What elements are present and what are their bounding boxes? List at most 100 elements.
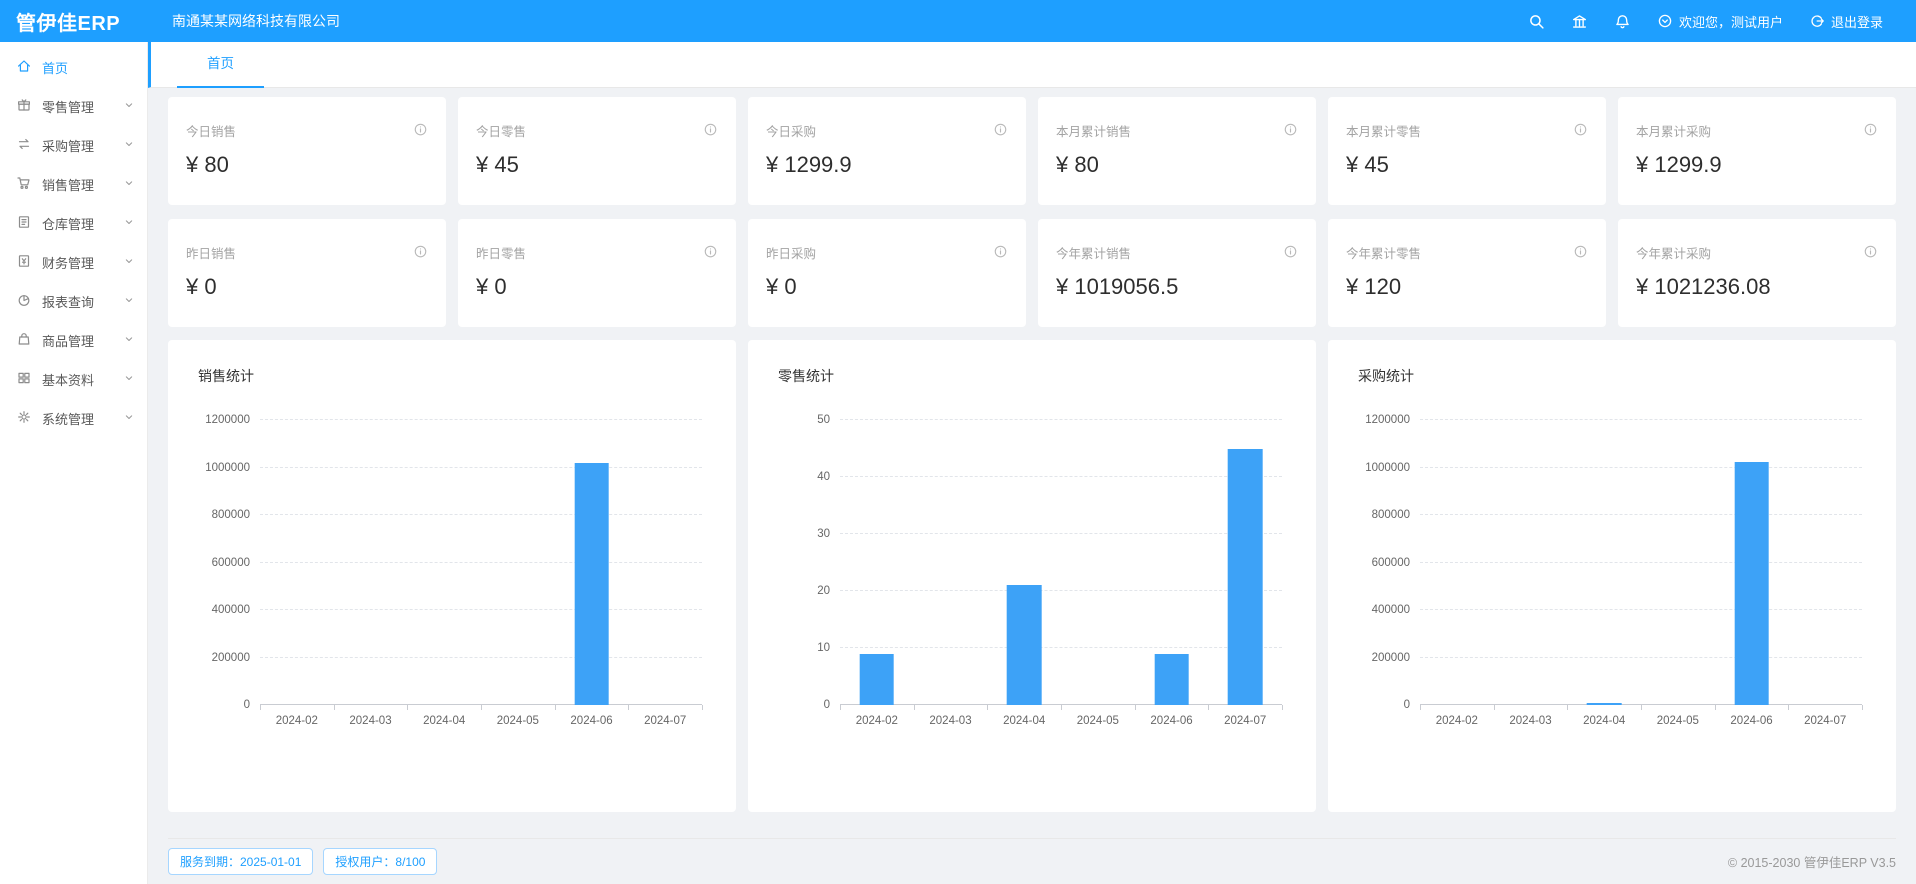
sidebar-item-label: 商品管理 <box>42 334 95 349</box>
stat-card-value: ¥ 0 <box>766 274 797 299</box>
x-axis-label: 2024-06 <box>1730 715 1773 727</box>
welcome-user[interactable]: 欢迎您，测试用户 <box>1644 0 1796 42</box>
x-axis-label: 2024-04 <box>423 715 466 727</box>
copyright: © 2015-2030 管伊佳ERP V3.5 <box>1727 856 1896 870</box>
info-icon[interactable] <box>413 122 428 140</box>
sidebar: 首页 零售管理采购管理销售管理仓库管理 财务管理 报表查询商品管理基本资料 系统管理 <box>0 42 148 884</box>
app-logo[interactable]: 管伊佳ERP <box>16 12 121 35</box>
info-icon[interactable] <box>703 244 718 262</box>
sidebar-item-label: 销售管理 <box>42 178 95 193</box>
stat-card-label: 本月累计销售 <box>1056 125 1132 139</box>
bars: 2024-02 2024-03 2024-04 2024-05 2024-06 2024-… <box>260 420 702 727</box>
chevron-down-icon <box>123 333 135 348</box>
gridline: 200000 <box>1372 652 1862 664</box>
stat-card: 本月累计零售 ¥ 45 <box>1328 97 1606 205</box>
stat-card: 本月累计采购 ¥ 1299.9 <box>1618 97 1896 205</box>
x-axis-label: 2024-05 <box>1076 715 1119 727</box>
sidebar-item-goods[interactable]: 商品管理 <box>0 321 147 360</box>
x-axis-label: 2024-07 <box>1224 715 1267 727</box>
chevron-down-icon <box>123 255 135 270</box>
chart-panel: 销售统计 0 200000 400000 600000 800000 1000000 1200… <box>168 340 736 812</box>
axis-tick <box>702 705 703 710</box>
axis-tick <box>1493 705 1495 710</box>
y-axis-label: 1000000 <box>1365 461 1410 474</box>
gridline: 1200000 <box>1365 414 1862 426</box>
info-icon[interactable] <box>1283 244 1298 262</box>
y-axis-label: 800000 <box>211 509 250 521</box>
info-icon[interactable] <box>1863 122 1878 140</box>
stat-card: 今年累计采购 ¥ 1021236.08 <box>1618 219 1896 327</box>
search-icon[interactable] <box>1515 0 1558 42</box>
bar-slot: 2024-04 <box>987 420 1061 727</box>
bar <box>1734 462 1769 705</box>
sidebar-item-retail[interactable]: 零售管理 <box>0 87 147 126</box>
sidebar-item-report[interactable]: 报表查询 <box>0 282 147 321</box>
info-icon[interactable] <box>993 122 1008 140</box>
topbar-right: 欢迎您，测试用户 退出登录 <box>1515 0 1916 42</box>
info-icon[interactable] <box>993 244 1008 262</box>
y-axis-label: 400000 <box>1371 604 1410 616</box>
axis-tick <box>1282 705 1283 710</box>
gridline: 400000 <box>1372 604 1862 616</box>
gridline: 600000 <box>212 557 702 569</box>
axis-tick <box>628 705 630 710</box>
bar <box>1227 448 1263 705</box>
sidebar-item-finance[interactable]: 财务管理 <box>0 243 147 282</box>
sidebar-item-home[interactable]: 首页 <box>0 48 147 87</box>
info-icon[interactable] <box>1573 244 1588 262</box>
y-axis-label: 1200000 <box>205 414 250 426</box>
sidebar-item-sales[interactable]: 销售管理 <box>0 165 147 204</box>
stat-card-label: 今日采购 <box>766 125 817 139</box>
info-icon[interactable] <box>703 122 718 140</box>
charts-row: 销售统计 0 200000 400000 600000 800000 1000000 1200… <box>168 340 1896 812</box>
info-icon[interactable] <box>413 244 428 262</box>
sidebar-item-warehouse[interactable]: 仓库管理 <box>0 204 147 243</box>
sidebar-item-label: 采购管理 <box>42 139 95 154</box>
chevron-down-icon <box>123 99 135 114</box>
stat-card-label: 昨日零售 <box>476 247 527 261</box>
tab-home[interactable]: 首页 <box>177 42 264 88</box>
x-axis-label: 2024-02 <box>855 715 898 727</box>
chart-title: 零售统计 <box>778 368 834 384</box>
bar-slot: 2024-02 <box>1420 420 1494 727</box>
info-icon[interactable] <box>1573 122 1588 140</box>
x-axis-label: 2024-06 <box>1150 715 1193 727</box>
bar-slot: 2024-03 <box>914 420 988 727</box>
gridline: 800000 <box>1372 509 1862 521</box>
x-axis-label: 2024-03 <box>1509 715 1552 727</box>
stat-card-value: ¥ 1299.9 <box>766 152 852 177</box>
info-icon[interactable] <box>1283 122 1298 140</box>
stat-card-label: 本月累计采购 <box>1636 125 1712 139</box>
y-axis-label: 600000 <box>1371 556 1410 569</box>
sidebar-item-purchase[interactable]: 采购管理 <box>0 126 147 165</box>
chevron-down-icon <box>123 177 135 192</box>
chevron-down-icon <box>123 216 135 231</box>
bar-slot: 2024-06 <box>1715 420 1789 727</box>
warehouse-icon <box>16 214 32 233</box>
bar <box>1154 653 1189 705</box>
x-axis-label: 2024-02 <box>275 715 318 727</box>
sidebar-item-system[interactable]: 系统管理 <box>0 399 147 438</box>
chart-plot: 0 200000 400000 600000 800000 1000000 1200000 2… <box>205 414 703 727</box>
purchase-icon <box>16 136 32 155</box>
bar-slot: 2024-05 <box>1641 420 1715 727</box>
bar-slot: 2024-03 <box>334 420 408 727</box>
bell-icon[interactable] <box>1601 0 1644 42</box>
sales-icon <box>16 175 32 194</box>
gridline: 400000 <box>212 604 702 616</box>
sidebar-item-basedata[interactable]: 基本资料 <box>0 360 147 399</box>
retail-icon <box>16 97 32 116</box>
logout-button[interactable]: 退出登录 <box>1796 0 1896 42</box>
gridline: 200000 <box>212 652 702 664</box>
company-name: 南通某某网络科技有限公司 <box>172 13 340 29</box>
x-axis-label: 2024-05 <box>1656 715 1699 727</box>
y-axis-label: 600000 <box>211 556 250 569</box>
bank-icon[interactable] <box>1558 0 1601 42</box>
bar-slot: 2024-06 <box>555 420 629 727</box>
axis-tick <box>1567 705 1569 710</box>
gridline: 0 <box>1404 699 1862 711</box>
gridline: 800000 <box>212 509 702 521</box>
bar-slot: 2024-06 <box>1135 420 1209 727</box>
info-icon[interactable] <box>1863 244 1878 262</box>
y-axis-label: 200000 <box>1371 651 1410 664</box>
